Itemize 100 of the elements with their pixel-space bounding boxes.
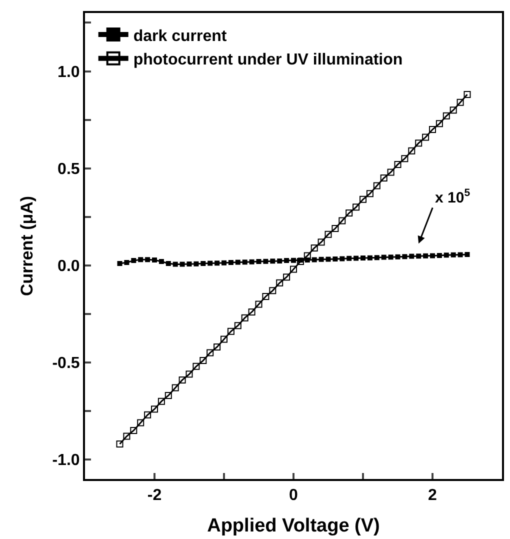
point — [276, 279, 284, 286]
point — [228, 260, 234, 265]
point — [401, 155, 408, 162]
point — [310, 244, 318, 252]
point — [206, 349, 214, 356]
point — [186, 370, 193, 378]
point — [367, 255, 372, 260]
point — [444, 252, 449, 258]
point — [158, 398, 165, 405]
x-axis-title: Applied Voltage (V) — [207, 516, 380, 536]
point — [387, 168, 394, 176]
point — [374, 255, 380, 260]
point — [227, 328, 234, 335]
point — [124, 260, 130, 265]
point — [304, 252, 311, 260]
point — [422, 134, 430, 141]
point — [249, 259, 254, 264]
legend-label: dark current — [133, 28, 228, 45]
point — [332, 256, 338, 262]
point — [214, 343, 221, 350]
point — [360, 196, 366, 203]
point — [409, 254, 414, 259]
point — [395, 254, 400, 260]
point — [270, 258, 276, 264]
point — [144, 411, 152, 418]
point — [256, 259, 262, 264]
point — [235, 260, 240, 265]
x-tick-label: -2 — [147, 487, 162, 504]
point — [172, 384, 179, 392]
point — [137, 419, 144, 426]
point — [200, 260, 206, 266]
point — [436, 253, 442, 258]
point — [340, 256, 345, 262]
point — [442, 112, 450, 120]
x-tick-label: 2 — [428, 487, 438, 504]
point — [381, 254, 386, 260]
point — [394, 160, 402, 168]
point — [234, 322, 242, 330]
point — [318, 238, 325, 246]
point — [373, 182, 380, 190]
point — [291, 258, 296, 263]
point — [326, 256, 331, 262]
point — [423, 253, 428, 258]
point — [166, 260, 171, 266]
point — [430, 253, 435, 258]
point — [388, 254, 394, 260]
point — [241, 314, 248, 322]
point — [290, 266, 297, 273]
point — [338, 217, 346, 224]
point — [464, 252, 470, 258]
point — [151, 406, 158, 413]
point — [416, 254, 422, 259]
point — [332, 225, 339, 232]
point — [318, 256, 324, 262]
point — [186, 262, 192, 267]
point — [269, 287, 276, 294]
point — [450, 106, 457, 114]
point — [164, 392, 172, 400]
point — [415, 140, 422, 147]
point — [262, 292, 270, 300]
point — [352, 204, 360, 211]
point — [220, 336, 228, 343]
point — [456, 98, 464, 106]
point — [429, 126, 436, 133]
point — [324, 230, 332, 238]
point — [346, 209, 353, 216]
x-tick-label: 0 — [289, 487, 298, 504]
point — [200, 357, 207, 364]
point — [436, 120, 443, 128]
point — [263, 258, 268, 264]
point — [360, 256, 366, 261]
point — [192, 362, 200, 370]
point — [242, 260, 248, 265]
point — [354, 256, 359, 261]
point — [402, 254, 408, 260]
y-tick-label: 0.0 — [58, 258, 80, 276]
point — [408, 147, 416, 154]
point — [178, 376, 186, 384]
point — [208, 260, 213, 266]
point — [380, 174, 388, 182]
point — [172, 262, 178, 267]
point — [464, 91, 471, 98]
point — [222, 260, 226, 266]
y-axis-title: Current (μA) — [17, 196, 36, 296]
y-tick-label: 0.5 — [58, 160, 80, 178]
point — [117, 260, 122, 266]
point — [277, 258, 282, 264]
legend-label: photocurrent under UV illumination — [133, 52, 403, 69]
point — [158, 259, 164, 264]
y-tick-label: -0.5 — [52, 355, 80, 372]
point — [194, 261, 199, 266]
point — [296, 258, 304, 266]
point — [138, 257, 144, 262]
y-tick-label: 1.0 — [58, 64, 80, 81]
point — [366, 190, 374, 198]
point — [450, 252, 456, 258]
point — [130, 426, 138, 434]
point — [283, 274, 290, 281]
point — [123, 432, 130, 440]
point — [131, 258, 136, 264]
